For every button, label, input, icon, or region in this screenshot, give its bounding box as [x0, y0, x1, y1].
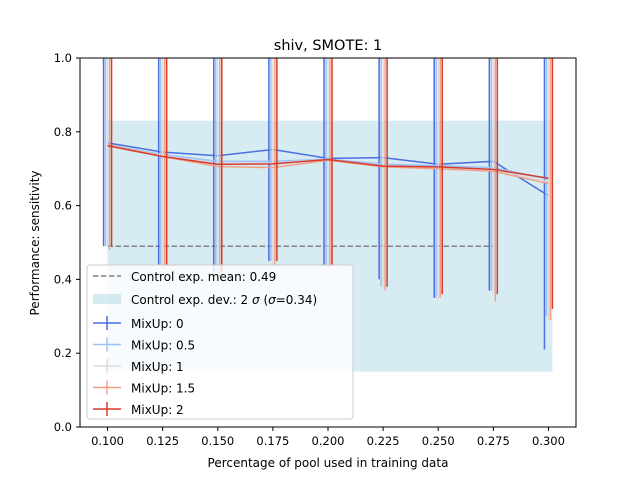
legend-entry: MixUp: 0 — [93, 316, 184, 331]
y-tick-label: 0.4 — [54, 272, 72, 286]
x-tick-label: 0.250 — [422, 434, 455, 448]
legend-box — [86, 264, 354, 420]
legend-control-band-swatch — [93, 294, 121, 304]
y-tick-label: 0.6 — [54, 199, 72, 213]
x-tick-label: 0.300 — [532, 434, 565, 448]
legend-label: MixUp: 1 — [131, 360, 184, 374]
y-tick-label: 0.2 — [54, 346, 72, 360]
x-tick-label: 0.150 — [201, 434, 234, 448]
legend-entry: MixUp: 1 — [93, 359, 184, 374]
x-axis-ticks: 0.100 0.125 0.150 0.175 0.200 0.225 0.250 0.275… — [91, 427, 565, 448]
legend-control-band-label: Control exp. dev.: 2 σ (σ=0.34) — [131, 293, 317, 307]
x-tick-label: 0.200 — [312, 434, 345, 448]
legend-entry: MixUp: 0.5 — [93, 337, 195, 353]
x-tick-label: 0.125 — [146, 434, 179, 448]
x-axis-label: Percentage of pool used in training data — [208, 456, 449, 470]
chart-title: shiv, SMOTE: 1 — [274, 38, 382, 54]
legend-label: MixUp: 2 — [131, 403, 184, 417]
x-tick-label: 0.100 — [91, 434, 124, 448]
y-axis-ticks: 0.0 0.2 0.4 0.6 0.8 1.0 — [54, 51, 80, 434]
x-tick-label: 0.225 — [367, 434, 400, 448]
x-tick-label: 0.275 — [477, 434, 510, 448]
y-tick-label: 0.0 — [54, 420, 72, 434]
legend-label: MixUp: 0.5 — [131, 339, 195, 353]
legend-entry: MixUp: 1.5 — [93, 380, 195, 396]
legend-label: MixUp: 0 — [131, 317, 184, 331]
legend: Control exp. mean: 0.49 Control exp. dev… — [86, 264, 354, 420]
y-tick-label: 0.8 — [54, 125, 72, 139]
y-tick-label: 1.0 — [54, 51, 72, 65]
series-4 — [107, 58, 554, 309]
y-axis-label: Performance: sensitivity — [28, 170, 42, 315]
legend-control-mean-label: Control exp. mean: 0.49 — [131, 270, 276, 284]
series-1 — [104, 58, 549, 317]
legend-label: MixUp: 1.5 — [131, 382, 195, 396]
x-tick-label: 0.175 — [256, 434, 289, 448]
legend-entry: MixUp: 2 — [93, 402, 184, 417]
